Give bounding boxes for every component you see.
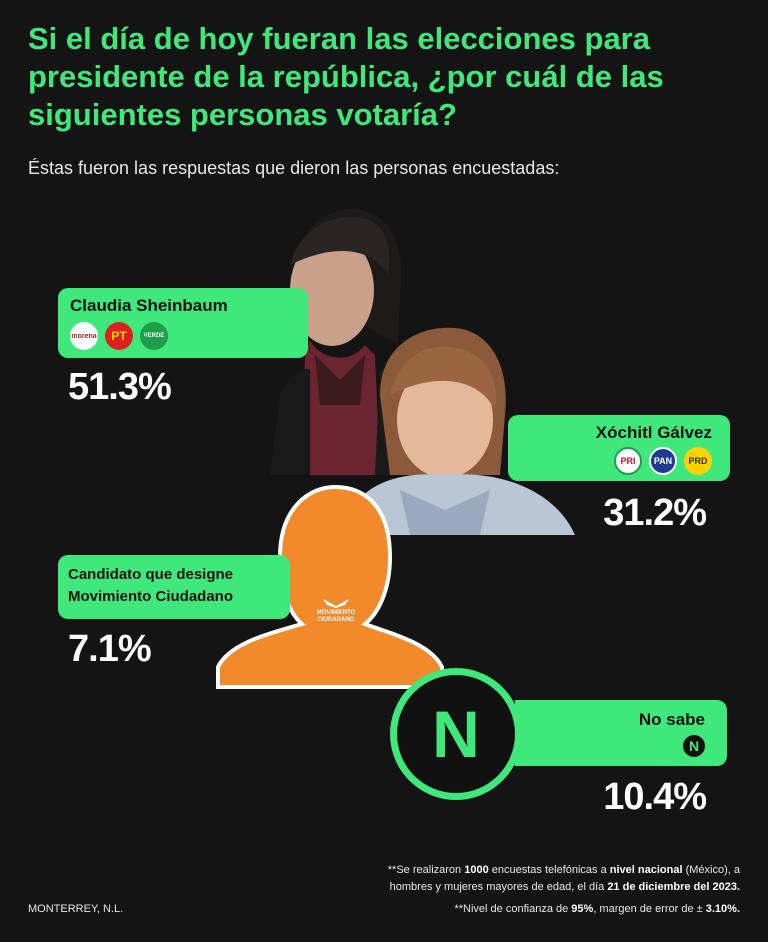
nosabe-pct: 10.4% [603, 776, 707, 818]
sheinbaum-pct: 51.3% [68, 366, 172, 408]
tag-sheinbaum: Claudia Sheinbaum morena PT VERDE [58, 288, 308, 358]
morena-logo-icon: morena [70, 322, 98, 350]
footer-note: **Se realizaron 1000 encuestas telefónic… [387, 864, 740, 893]
page-title: Si el día de hoy fueran las elecciones p… [28, 21, 664, 132]
mc-pct: 7.1% [68, 628, 152, 670]
tag-nosabe: No sabe N [515, 700, 727, 766]
pan-logo-icon: PAN [649, 447, 677, 475]
nosabe-small-badge: N [683, 735, 705, 757]
sheinbaum-name: Claudia Sheinbaum [70, 296, 228, 315]
galvez-name: Xóchitl Gálvez [595, 423, 712, 442]
mc-logo: MOVIMIENTO CIUDADANO [308, 597, 364, 624]
mc-name-line1: Candidato que designe [68, 566, 234, 583]
eagle-icon [323, 599, 349, 608]
pri-logo-icon: PRI [614, 447, 642, 475]
footer-confidence: **Nivel de confianza de 95%, margen de e… [454, 903, 740, 915]
mc-logo-line2: CIUDADANO [317, 617, 355, 623]
mc-silhouette [216, 484, 444, 689]
mc-logo-line1: MOVIMIENTO [316, 610, 356, 616]
galvez-parties: PRI PAN PRD [614, 447, 712, 475]
nosabe-name: No sabe [638, 710, 705, 729]
pt-logo-icon: PT [105, 322, 133, 350]
mc-name-line2: Movimiento Ciudadano [68, 588, 233, 605]
sheinbaum-parties: morena PT VERDE [70, 322, 168, 350]
tag-mc: Candidato que designe Movimiento Ciudada… [58, 555, 290, 619]
galvez-pct: 31.2% [603, 492, 707, 534]
footer-location: MONTERREY, N.L. [28, 903, 124, 915]
prd-logo-icon: PRD [684, 447, 712, 475]
nosabe-big-badge: N [390, 668, 522, 800]
tag-galvez: Xóchitl Gálvez PRI PAN PRD [508, 415, 730, 481]
verde-logo-icon: VERDE [140, 322, 168, 350]
nosabe-big-badge-letter: N [432, 697, 480, 771]
page-subtitle: Éstas fueron las respuestas que dieron l… [28, 158, 560, 178]
galvez-photo [340, 327, 575, 535]
